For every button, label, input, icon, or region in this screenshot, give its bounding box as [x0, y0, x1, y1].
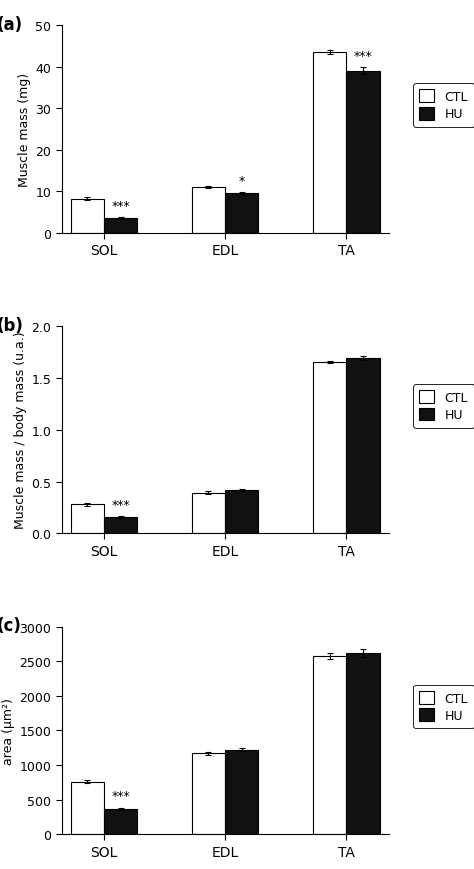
- Bar: [225, 490, 258, 534]
- Bar: [225, 194, 258, 233]
- Bar: [71, 505, 104, 534]
- Legend: CTL, HU: CTL, HU: [413, 385, 474, 428]
- Bar: [104, 809, 137, 834]
- Text: (b): (b): [0, 316, 23, 335]
- Bar: [104, 219, 137, 233]
- Bar: [225, 750, 258, 834]
- Bar: [313, 362, 346, 534]
- Legend: CTL, HU: CTL, HU: [413, 685, 474, 728]
- Text: ***: ***: [111, 200, 130, 213]
- Bar: [192, 494, 225, 534]
- Bar: [192, 188, 225, 233]
- Bar: [346, 653, 380, 834]
- Bar: [192, 753, 225, 834]
- Bar: [313, 656, 346, 834]
- Y-axis label: Muscle mass / body mass (u.a.): Muscle mass / body mass (u.a.): [14, 331, 27, 529]
- Bar: [313, 53, 346, 233]
- Y-axis label: Muscle mass (mg): Muscle mass (mg): [18, 73, 31, 187]
- Text: ***: ***: [111, 789, 130, 802]
- Text: *: *: [239, 175, 245, 188]
- Legend: CTL, HU: CTL, HU: [413, 84, 474, 128]
- Text: ***: ***: [111, 498, 130, 511]
- Text: (c): (c): [0, 617, 21, 634]
- Bar: [104, 517, 137, 534]
- Bar: [346, 359, 380, 534]
- Bar: [71, 199, 104, 233]
- Y-axis label: Myofiber cross-sectional
area (μm²): Myofiber cross-sectional area (μm²): [0, 654, 15, 806]
- Bar: [71, 782, 104, 834]
- Text: (a): (a): [0, 16, 22, 34]
- Text: ***: ***: [354, 50, 372, 63]
- Bar: [346, 71, 380, 233]
